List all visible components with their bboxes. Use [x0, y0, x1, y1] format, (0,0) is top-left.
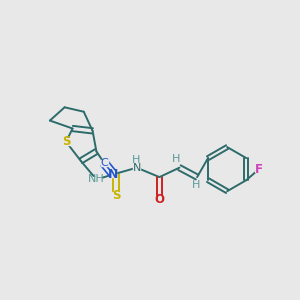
Bar	[101, 160, 108, 166]
Text: H: H	[191, 180, 200, 190]
Text: S: S	[62, 135, 70, 148]
Bar	[92, 177, 101, 184]
Bar	[255, 166, 262, 172]
Text: C: C	[100, 158, 108, 168]
Text: N: N	[108, 168, 119, 181]
Bar	[133, 163, 140, 170]
Bar	[192, 182, 199, 188]
Text: NH: NH	[88, 174, 105, 184]
Text: S: S	[112, 189, 120, 202]
Text: H: H	[172, 154, 181, 164]
Text: O: O	[154, 193, 164, 206]
Text: F: F	[255, 163, 263, 176]
Bar	[110, 171, 116, 177]
Bar	[173, 157, 180, 162]
Bar	[62, 138, 70, 146]
Bar	[112, 192, 120, 199]
Text: N: N	[133, 163, 141, 173]
Text: H: H	[132, 155, 140, 165]
Bar	[156, 196, 163, 202]
